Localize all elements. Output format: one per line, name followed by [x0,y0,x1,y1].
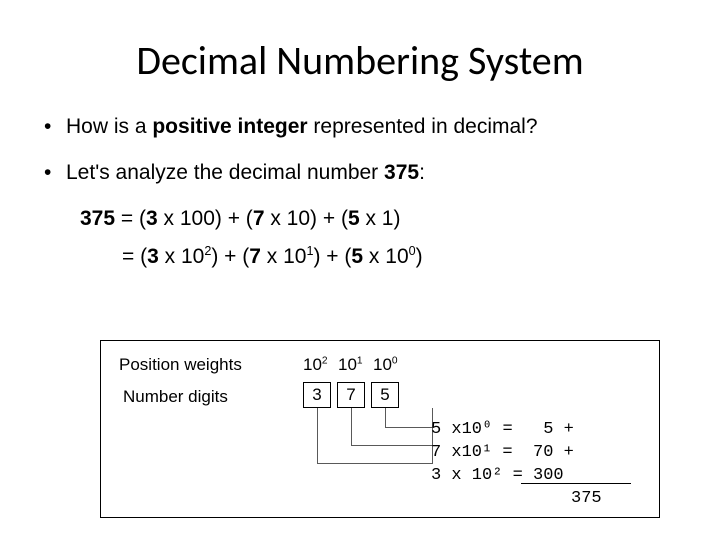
w2b: 10 [303,355,322,374]
weight-10-2: 102 [303,355,328,375]
w2e: 2 [322,355,328,366]
calc-r3: 3 x 10² = 300 [431,465,574,488]
b1-pre: How is a [66,115,152,138]
eq2-s3: 0 [409,244,416,258]
w0b: 10 [373,355,392,374]
bullet-list: How is a positive integer represented in… [0,105,720,185]
eq2-5: 5 [351,245,363,268]
digit-box-3: 3 [303,382,331,408]
eq1-t4: x 1) [360,207,401,230]
equation-line-1: 375 = (3 x 100) + (7 x 10) + (5 x 1) [80,207,720,231]
bullet-2: Let's analyze the decimal number 375: [30,161,690,185]
w1b: 10 [338,355,357,374]
eq1-3: 3 [146,207,158,230]
weight-10-1: 101 [338,355,363,375]
eq2-t4: x 10 [261,245,307,268]
w1e: 1 [357,355,363,366]
sum-result: 375 [571,489,602,508]
b2-post: : [419,161,425,184]
equation-block: 375 = (3 x 100) + (7 x 10) + (5 x 1) = (… [0,207,720,269]
eq2-t1: = ( [122,245,147,268]
b1-bold: positive integer [152,115,307,138]
decomposition-diagram: Position weights Number digits 102 101 1… [100,340,660,518]
eq1-7: 7 [253,207,265,230]
eq1-t1: = ( [115,207,146,230]
b1-post: represented in decimal? [308,115,538,138]
eq2-t6: x 10 [363,245,409,268]
eq2-t3: ) + ( [211,245,249,268]
b2-pre: Let's analyze the decimal number [66,161,384,184]
eq2-7: 7 [249,245,261,268]
eq1-375: 375 [80,207,115,230]
eq2-t2: x 10 [159,245,205,268]
b2-bold: 375 [384,161,419,184]
digit-box-7: 7 [337,382,365,408]
eq1-t3: x 10) + ( [265,207,348,230]
weight-10-0: 100 [373,355,398,375]
calc-r2: 7 x10¹ = 70 + [431,442,574,465]
digit-box-5: 5 [371,382,399,408]
bullet-1: How is a positive integer represented in… [30,115,690,139]
slide-title: Decimal Numbering System [0,0,720,105]
equation-line-2: = (3 x 102) + (7 x 101) + (5 x 100) [80,245,720,269]
eq2-t5: ) + ( [313,245,351,268]
calc-r1: 5 x10⁰ = 5 + [431,419,574,442]
label-position-weights: Position weights [119,355,242,375]
eq2-3: 3 [147,245,159,268]
bracket-3 [317,408,433,464]
w0e: 0 [392,355,398,366]
sum-divider [521,483,631,484]
calc-lines: 5 x10⁰ = 5 +7 x10¹ = 70 +3 x 10² = 300 [431,419,574,488]
eq1-t2: x 100) + ( [158,207,253,230]
label-number-digits: Number digits [123,387,228,407]
eq2-t7: ) [416,245,423,268]
eq1-5: 5 [348,207,360,230]
